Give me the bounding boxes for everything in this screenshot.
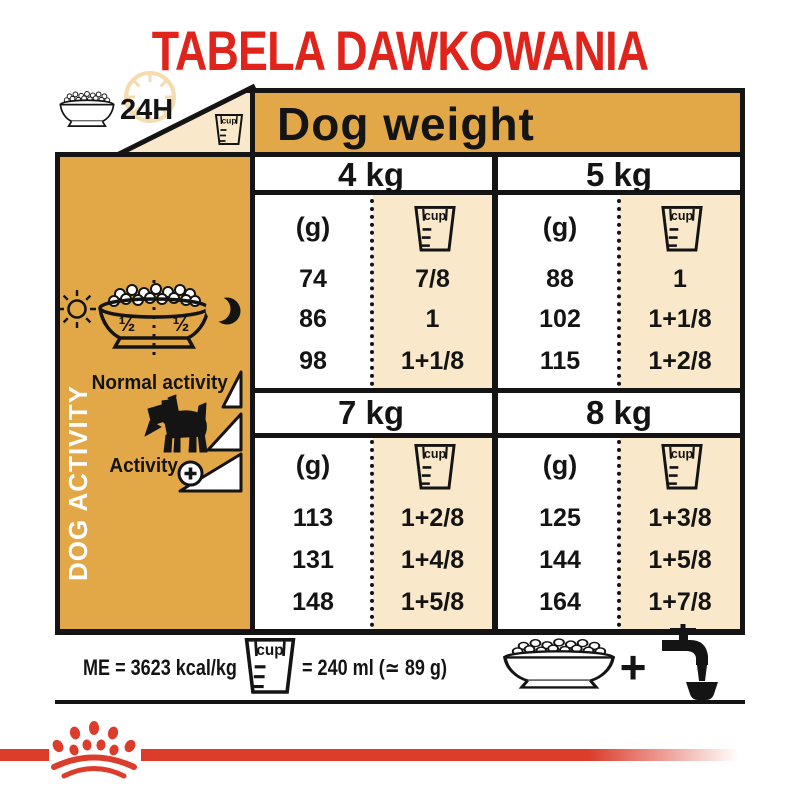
cup-icon xyxy=(214,113,244,146)
grams-value: 88 xyxy=(546,265,574,293)
cups-value: 1+2/8 xyxy=(648,347,712,375)
grams-header: (g) xyxy=(295,212,331,242)
weight-header-7kg: 7 kg xyxy=(337,394,405,431)
cups-value: 1+3/8 xyxy=(648,504,712,532)
cups-value: 1+5/8 xyxy=(648,546,712,574)
moon-icon xyxy=(205,296,241,325)
grams-value: 164 xyxy=(539,588,581,616)
dog-activity-sidebar xyxy=(55,157,250,629)
activity-label: Activity xyxy=(109,455,178,477)
weight-header-8kg: 8 kg xyxy=(585,394,653,431)
activity-triangle-small xyxy=(221,370,243,409)
dog-weight-header-band xyxy=(250,88,745,157)
grams-value: 131 xyxy=(292,546,334,574)
grams-value: 113 xyxy=(292,504,334,532)
daily-ration-label: 24H xyxy=(120,94,174,126)
grams-value: 102 xyxy=(539,305,581,333)
cup-icon xyxy=(414,443,456,490)
grid-line xyxy=(492,152,498,635)
svg-text:½: ½ xyxy=(173,314,190,336)
cup-icon xyxy=(661,205,703,252)
dog-weight-title: Dog weight xyxy=(277,98,535,150)
cups-value: 1+4/8 xyxy=(400,546,465,574)
page-title: TABELA DAWKOWANIA xyxy=(151,19,649,82)
grams-header: (g) xyxy=(542,212,578,242)
grams-value: 148 xyxy=(292,588,334,616)
cups-value: 1+2/8 xyxy=(400,504,465,532)
grid-line xyxy=(740,88,745,635)
grams-header: (g) xyxy=(542,450,578,480)
grams-header: (g) xyxy=(295,450,331,480)
brand-bar-right xyxy=(141,749,745,761)
dotted-divider xyxy=(370,199,374,386)
dog-activity-vertical-label: DOG ACTIVITY xyxy=(63,385,93,581)
grid-line xyxy=(245,88,745,93)
cups-value: 1+1/8 xyxy=(648,305,712,333)
cup-icon xyxy=(661,443,703,490)
footer-rule xyxy=(55,700,745,704)
clock-24h-ring-icon xyxy=(124,71,176,123)
water-tap-icon xyxy=(662,624,718,702)
cup-icon xyxy=(414,205,456,252)
cups-value: 1+5/8 xyxy=(400,588,465,616)
cup-icon xyxy=(244,637,296,694)
cups-value: 7/8 xyxy=(415,265,450,293)
sun-icon xyxy=(58,290,96,328)
plus-circle-icon xyxy=(177,460,204,487)
cup-equivalence-label: = 240 ml (≃ 89 g) xyxy=(302,655,447,680)
svg-text:½: ½ xyxy=(119,314,136,336)
dotted-divider xyxy=(617,440,621,627)
grid-line xyxy=(55,629,745,635)
grams-value: 144 xyxy=(539,546,581,574)
metabolizable-energy-label: ME = 3623 kcal/kg xyxy=(83,655,237,680)
crown-paw-logo xyxy=(51,721,137,779)
grams-value: 86 xyxy=(299,305,327,333)
cups-value: 1+1/8 xyxy=(400,347,465,375)
dotted-divider xyxy=(370,440,374,627)
kibble-bowl-icon xyxy=(59,90,115,128)
grid-line xyxy=(55,152,745,157)
cups-value: 1 xyxy=(673,265,687,293)
grams-value: 74 xyxy=(299,265,327,293)
dotted-divider xyxy=(617,199,621,386)
brand-bar-left xyxy=(0,749,49,761)
cups-value: 1+7/8 xyxy=(648,588,712,616)
half-portion-bowl-icon: ½ ½ xyxy=(98,280,210,358)
grams-value: 98 xyxy=(299,347,327,375)
cups-value: 1 xyxy=(425,305,440,333)
normal-activity-label: Normal activity xyxy=(91,372,228,394)
grams-value: 125 xyxy=(539,504,581,532)
activity-triangle-medium xyxy=(206,412,243,452)
food-bowl-icon xyxy=(503,637,615,690)
dog-silhouette-icon xyxy=(144,394,208,453)
grams-value: 115 xyxy=(539,347,581,375)
grid-line xyxy=(250,88,255,635)
weight-header-5kg: 5 kg xyxy=(585,156,653,193)
weight-header-4kg: 4 kg xyxy=(337,156,405,193)
plus-sign: + xyxy=(619,641,647,693)
grid-line xyxy=(55,152,60,635)
